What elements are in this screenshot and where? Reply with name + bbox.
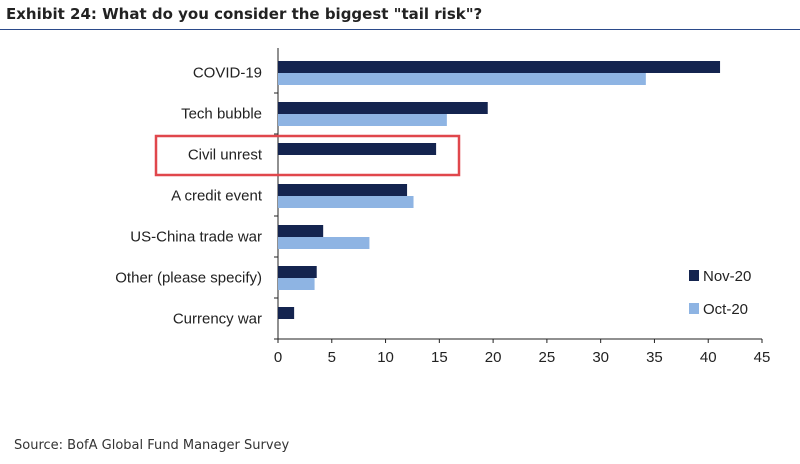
x-tick-label: 0	[274, 349, 282, 366]
bar-nov-20	[278, 307, 295, 319]
bar-nov-20	[278, 184, 408, 196]
bar-oct-20	[278, 114, 447, 126]
highlight-box	[154, 134, 461, 177]
x-tick-label: 10	[377, 349, 394, 366]
x-tick-label: 40	[700, 349, 717, 366]
bar-oct-20	[278, 237, 370, 249]
legend-swatch	[689, 303, 699, 314]
title-rule	[0, 29, 800, 30]
bar-oct-20	[278, 278, 315, 290]
x-tick-label: 35	[646, 349, 663, 366]
x-tick-label: 20	[485, 349, 502, 366]
source-note: Source: BofA Global Fund Manager Survey	[14, 438, 290, 453]
category-label: Civil unrest	[188, 147, 263, 164]
x-tick-label: 30	[592, 349, 609, 366]
category-label: Other (please specify)	[115, 270, 262, 287]
x-tick-label: 15	[431, 349, 448, 366]
category-label: Currency war	[173, 311, 262, 328]
x-tick-label: 25	[539, 349, 556, 366]
bar-nov-20	[278, 102, 488, 114]
legend-label: Oct-20	[703, 301, 748, 318]
bar-nov-20	[278, 266, 317, 278]
bar-nov-20	[278, 143, 437, 155]
x-tick-label: 45	[754, 349, 771, 366]
category-label: Tech bubble	[181, 106, 262, 123]
bar-oct-20	[278, 73, 646, 85]
category-label: US-China trade war	[130, 229, 262, 246]
bar-nov-20	[278, 225, 324, 237]
bar-oct-20	[278, 196, 414, 208]
bar-nov-20	[278, 61, 721, 73]
category-label: A credit event	[171, 188, 263, 205]
x-tick-label: 5	[328, 349, 336, 366]
legend-label: Nov-20	[703, 268, 751, 285]
chart-title: Exhibit 24: What do you consider the big…	[6, 5, 483, 23]
legend-swatch	[689, 270, 699, 281]
category-label: COVID-19	[193, 65, 262, 82]
